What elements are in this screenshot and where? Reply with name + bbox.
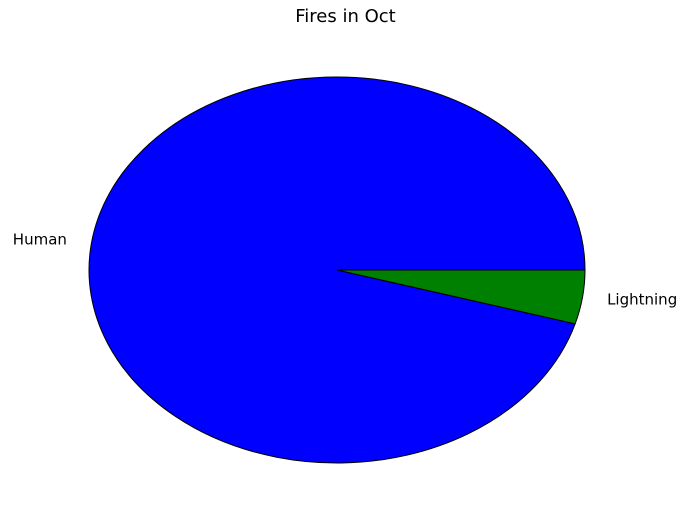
pie-label-lightning: Lightning — [607, 290, 677, 308]
chart-title: Fires in Oct — [295, 6, 396, 27]
pie-slice-lightning — [336, 269, 586, 325]
pie-label-human: Human — [13, 231, 67, 249]
